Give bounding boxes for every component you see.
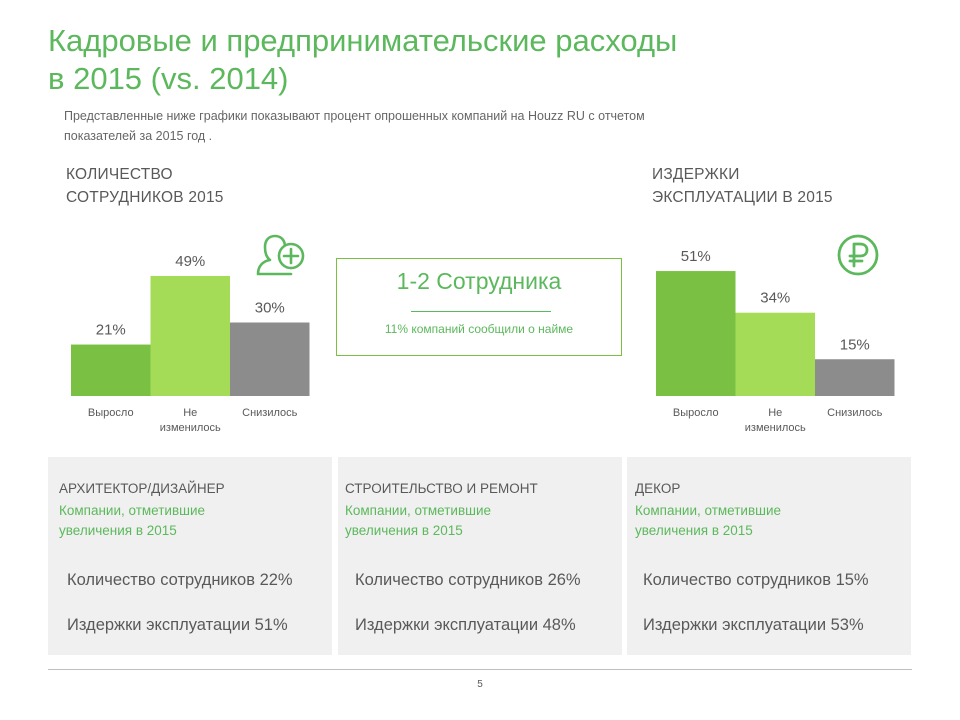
staff-category-label-3: Снизилось: [242, 407, 298, 419]
staff-section-title: КОЛИЧЕСТВО СОТРУДНИКОВ 2015: [66, 163, 224, 209]
panel-note-line1: Компании, отметившие: [345, 503, 492, 518]
staff-value-label-2: 49%: [175, 253, 205, 270]
panel-architect-designer: АРХИТЕКТОР/ДИЗАЙНЕР Компании, отметившие…: [48, 457, 332, 655]
hiring-headline: 1-2 Сотрудника: [396, 268, 562, 294]
panel-costs-stat: Издержки эксплуатации 48%: [355, 616, 576, 634]
panel-decor: ДЕКОР Компании, отметившие увеличения в …: [627, 457, 911, 655]
panel-staff-stat: Количество сотрудников 26%: [355, 571, 581, 589]
ruble-icon: [837, 234, 879, 276]
costs-value-label-1: 51%: [681, 248, 711, 265]
page-subtitle-line2: показателей за 2015 год .: [64, 129, 213, 143]
costs-section-title: ИЗДЕРЖКИ ЭКСПЛУАТАЦИИ В 2015: [652, 163, 833, 209]
hiring-note: 11% компаний сообщили о найме: [384, 322, 574, 336]
hiring-callout: [336, 258, 622, 356]
costs-value-label-3: 15%: [840, 336, 870, 353]
staff-category-label-2-line-1: Не: [183, 407, 197, 419]
page-subtitle-line1: Представленные ниже графики показывают п…: [64, 109, 645, 123]
staff-value-label-3: 30%: [255, 300, 285, 317]
callout-divider: [411, 311, 551, 312]
staff-bar-2: [150, 275, 230, 396]
staff-category-label-2-line-2: изменилось: [160, 422, 221, 434]
panel-heading: СТРОИТЕЛЬСТВО И РЕМОНТ: [345, 481, 538, 496]
panel-note-line2: увеличения в 2015: [345, 523, 463, 538]
costs-category-label-1: Выросло: [673, 407, 719, 419]
page-subtitle: Представленные ниже графики показывают п…: [64, 106, 764, 146]
costs-section-title-line1: ИЗДЕРЖКИ: [652, 166, 740, 183]
page-title-line1: Кадровые и предпринимательские расходы: [48, 23, 678, 58]
costs-chart: 51% Выросло 34% Не изменилось 15% Снизилось: [656, 248, 895, 434]
page-number: 5: [477, 679, 483, 690]
panel-heading: ДЕКОР: [635, 481, 681, 496]
panel-costs-stat: Издержки эксплуатации 53%: [643, 616, 864, 634]
staff-value-label-1: 21%: [96, 322, 126, 339]
costs-section-title-line2: ЭКСПЛУАТАЦИИ В 2015: [652, 189, 833, 206]
costs-category-label-2-line-2: изменилось: [745, 422, 806, 434]
staff-section-title-line1: КОЛИЧЕСТВО: [66, 166, 173, 183]
panel-staff-stat: Количество сотрудников 22%: [67, 571, 293, 589]
costs-bar-3: [815, 359, 895, 396]
panel-construction-renovation: СТРОИТЕЛЬСТВО И РЕМОНТ Компании, отметив…: [338, 457, 622, 655]
panel-note: Компании, отметившие увеличения в 2015: [635, 501, 781, 541]
costs-bar-1: [656, 271, 736, 396]
costs-bar-2: [735, 312, 815, 396]
panel-note-line1: Компании, отметившие: [59, 503, 206, 518]
costs-value-label-2: 34%: [760, 290, 790, 307]
staff-bar-3: [230, 322, 310, 396]
staff-bar-1: [71, 344, 151, 396]
panel-note-line2: увеличения в 2015: [635, 523, 753, 538]
panel-note-line2: увеличения в 2015: [59, 523, 177, 538]
panel-costs-stat: Издержки эксплуатации 51%: [67, 616, 288, 634]
page-title-line2: в 2015 (vs. 2014): [48, 61, 289, 96]
costs-category-label-2-line-1: Не: [768, 407, 782, 419]
person-add-icon: [256, 234, 305, 276]
panel-heading: АРХИТЕКТОР/ДИЗАЙНЕР: [59, 481, 225, 496]
costs-category-label-3: Снизилось: [827, 407, 883, 419]
panel-note-line1: Компании, отметившие: [635, 503, 782, 518]
panel-note: Компании, отметившие увеличения в 2015: [59, 501, 205, 541]
panel-note: Компании, отметившие увеличения в 2015: [345, 501, 491, 541]
page-title: Кадровые и предпринимательские расходы в…: [48, 22, 677, 98]
staff-chart: 21% Выросло 49% Не изменилось 30% Снизилось: [71, 253, 310, 434]
panel-staff-stat: Количество сотрудников 15%: [643, 571, 869, 589]
footer-divider: [48, 669, 912, 670]
staff-category-label-1: Выросло: [88, 407, 134, 419]
staff-section-title-line2: СОТРУДНИКОВ 2015: [66, 189, 224, 206]
